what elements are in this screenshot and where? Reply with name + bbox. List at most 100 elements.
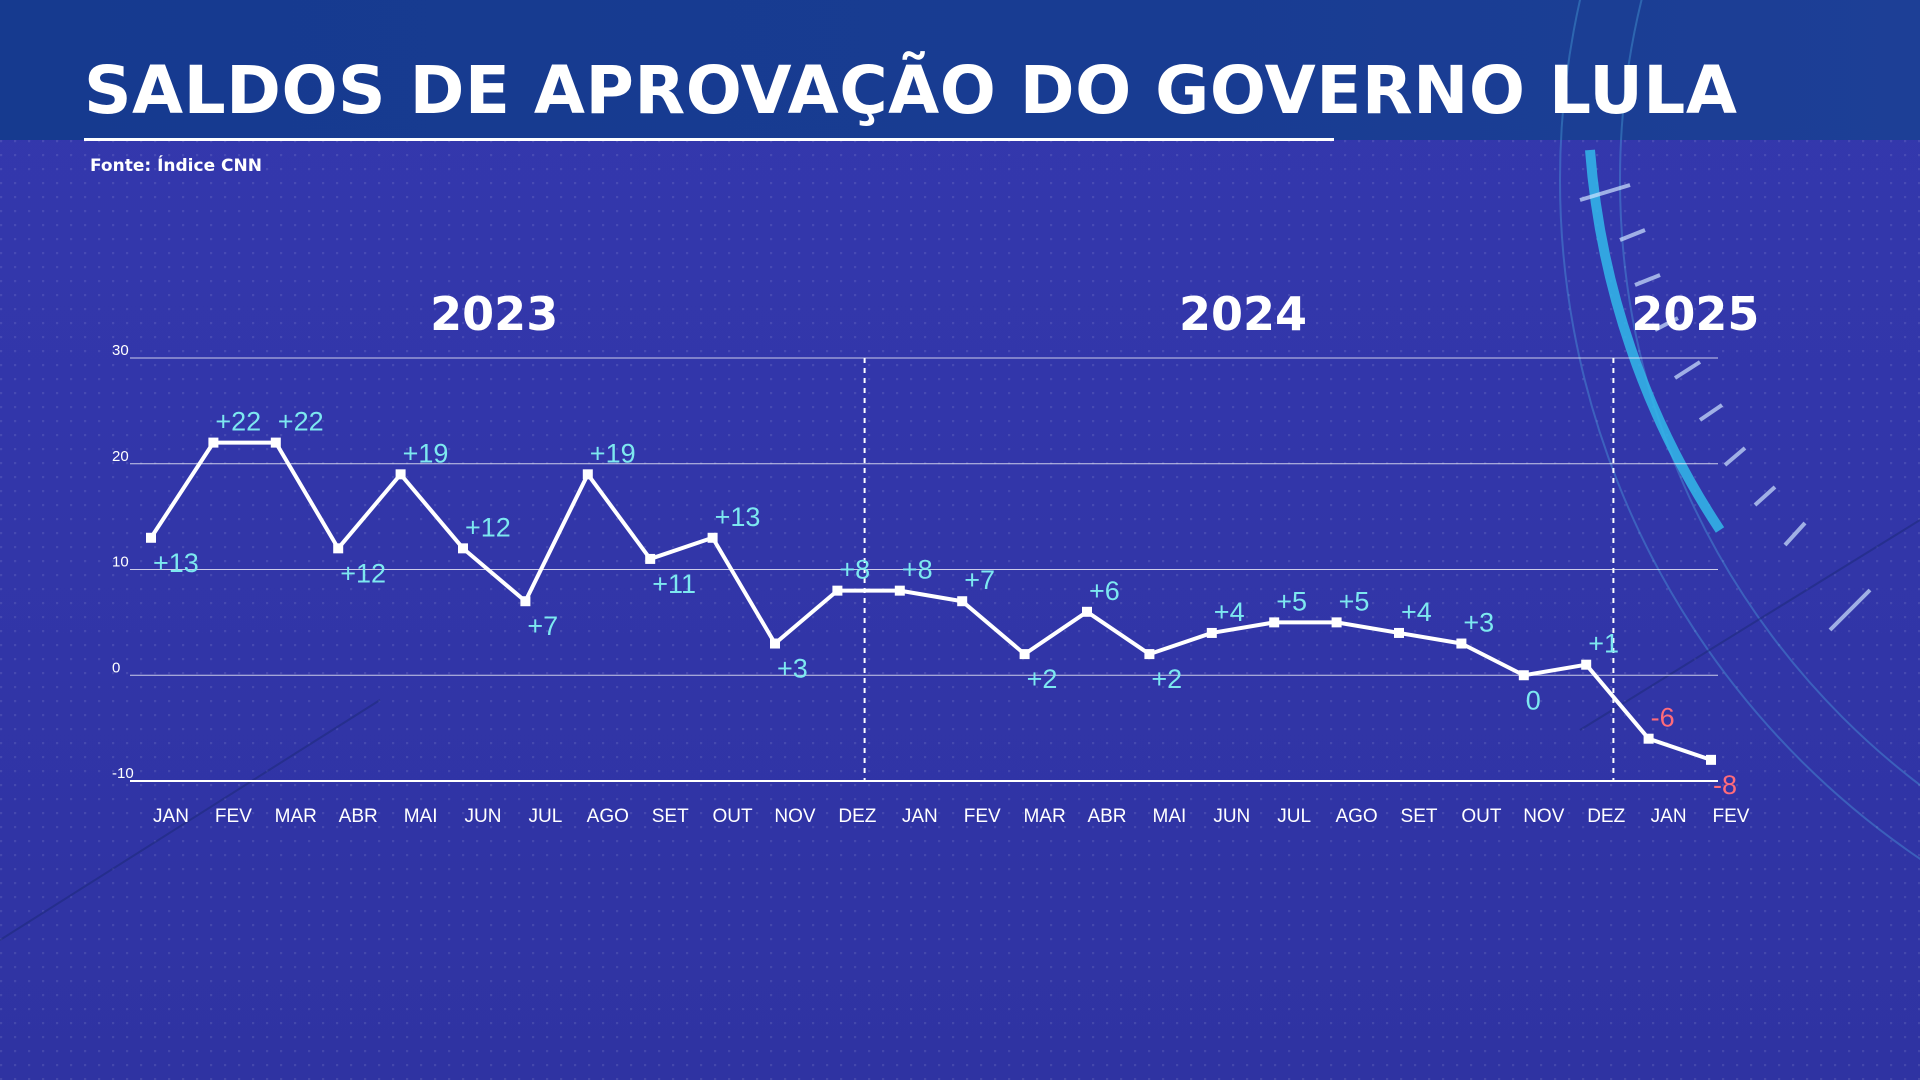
data-label: +7 [964, 565, 995, 595]
year-label: 2024 [1179, 287, 1307, 341]
data-label: +2 [1027, 664, 1058, 694]
x-tick-label: AGO [587, 806, 629, 827]
x-tick-label: AGO [1335, 806, 1377, 827]
data-label: +3 [777, 654, 808, 684]
x-tick-label: DEZ [838, 806, 876, 827]
data-point [832, 585, 843, 596]
data-label: +4 [1214, 597, 1245, 627]
title-underline [84, 138, 1334, 141]
deco-line [1579, 519, 1920, 731]
y-tick-label: 0 [112, 659, 120, 676]
data-point [395, 469, 406, 480]
data-point [1331, 617, 1342, 628]
y-tick-label: -10 [112, 765, 134, 782]
data-point [1269, 617, 1280, 628]
data-point [582, 469, 593, 480]
x-tick-label: OUT [1461, 806, 1502, 827]
y-tick-label: 10 [112, 554, 129, 571]
deco-ticks [1579, 183, 1872, 632]
x-tick-label: MAR [275, 806, 317, 827]
x-tick-label: NOV [774, 806, 816, 827]
data-label: +13 [715, 502, 761, 532]
data-point [458, 543, 468, 554]
y-tick-label: 20 [112, 448, 129, 465]
x-tick-label: MAI [404, 806, 438, 827]
x-tick-label: FEV [215, 806, 252, 827]
source-note: Fonte: Índice CNN [90, 156, 262, 176]
data-point [957, 596, 968, 607]
x-tick-label: JAN [902, 806, 938, 827]
deco-accent-arc [1585, 149, 1725, 533]
data-label: 0 [1526, 685, 1541, 715]
year-label: 2023 [430, 287, 558, 341]
x-tick-label: FEV [964, 806, 1001, 827]
data-point [1581, 659, 1592, 670]
x-tick-label: FEV [1713, 806, 1750, 827]
deco-arc-inner [1619, 0, 1920, 787]
data-label: +5 [1339, 586, 1370, 616]
data-point [1144, 649, 1155, 660]
title-band [0, 0, 1920, 140]
data-label: +5 [1276, 586, 1307, 616]
data-point [645, 553, 656, 564]
data-point [520, 596, 531, 607]
deco-arc-outer [1559, 0, 1920, 860]
data-label: -6 [1651, 703, 1675, 733]
data-label: +1 [1588, 629, 1619, 659]
x-tick-label: JUN [1213, 806, 1250, 827]
data-point [1456, 638, 1467, 649]
data-label: -8 [1713, 770, 1737, 800]
data-label: +8 [902, 555, 933, 585]
data-point [894, 585, 905, 596]
data-label: +2 [1151, 664, 1182, 694]
data-point [770, 638, 780, 649]
data-point [1019, 649, 1030, 660]
x-tick-label: SET [652, 806, 689, 827]
data-label: +12 [340, 558, 386, 588]
x-tick-label: JUL [529, 806, 563, 827]
data-point [1518, 670, 1529, 681]
x-tick-label: NOV [1523, 806, 1565, 827]
x-tick-label: JAN [1651, 806, 1687, 827]
data-point [208, 437, 219, 448]
data-point [1643, 733, 1654, 744]
x-tick-label: JAN [153, 806, 189, 827]
data-point [707, 532, 718, 543]
year-label: 2025 [1631, 287, 1759, 341]
data-point [270, 437, 281, 448]
data-label: +22 [278, 407, 324, 437]
data-point [1394, 627, 1404, 638]
data-label: +6 [1089, 576, 1120, 606]
x-tick-label: MAI [1153, 806, 1187, 827]
data-label: +12 [465, 512, 511, 542]
chart-title: SALDOS DE APROVAÇÃO DO GOVERNO LULA [84, 52, 1738, 129]
data-point [146, 532, 156, 543]
x-tick-label: ABR [1087, 806, 1126, 827]
deco-line [0, 699, 381, 941]
data-point [1206, 627, 1217, 638]
x-tick-label: DEZ [1587, 806, 1625, 827]
data-point [333, 543, 344, 554]
x-tick-label: ABR [339, 806, 378, 827]
x-tick-label: JUL [1277, 806, 1311, 827]
data-label: +4 [1401, 597, 1432, 627]
x-tick-label: SET [1401, 806, 1438, 827]
x-tick-label: MAR [1023, 806, 1065, 827]
data-label: +11 [652, 569, 696, 599]
x-tick-label: JUN [465, 806, 502, 827]
data-point [1706, 754, 1716, 765]
data-label: +19 [590, 438, 636, 468]
series-line [149, 440, 1712, 762]
data-label: +19 [403, 438, 449, 468]
x-tick-label: OUT [713, 806, 754, 827]
data-label: +8 [839, 555, 870, 585]
data-label: +22 [215, 407, 261, 437]
data-label: +13 [153, 548, 199, 578]
data-label: +3 [1463, 608, 1494, 638]
y-tick-label: 30 [112, 342, 129, 359]
data-label: +7 [527, 611, 558, 641]
data-point [1082, 606, 1092, 617]
